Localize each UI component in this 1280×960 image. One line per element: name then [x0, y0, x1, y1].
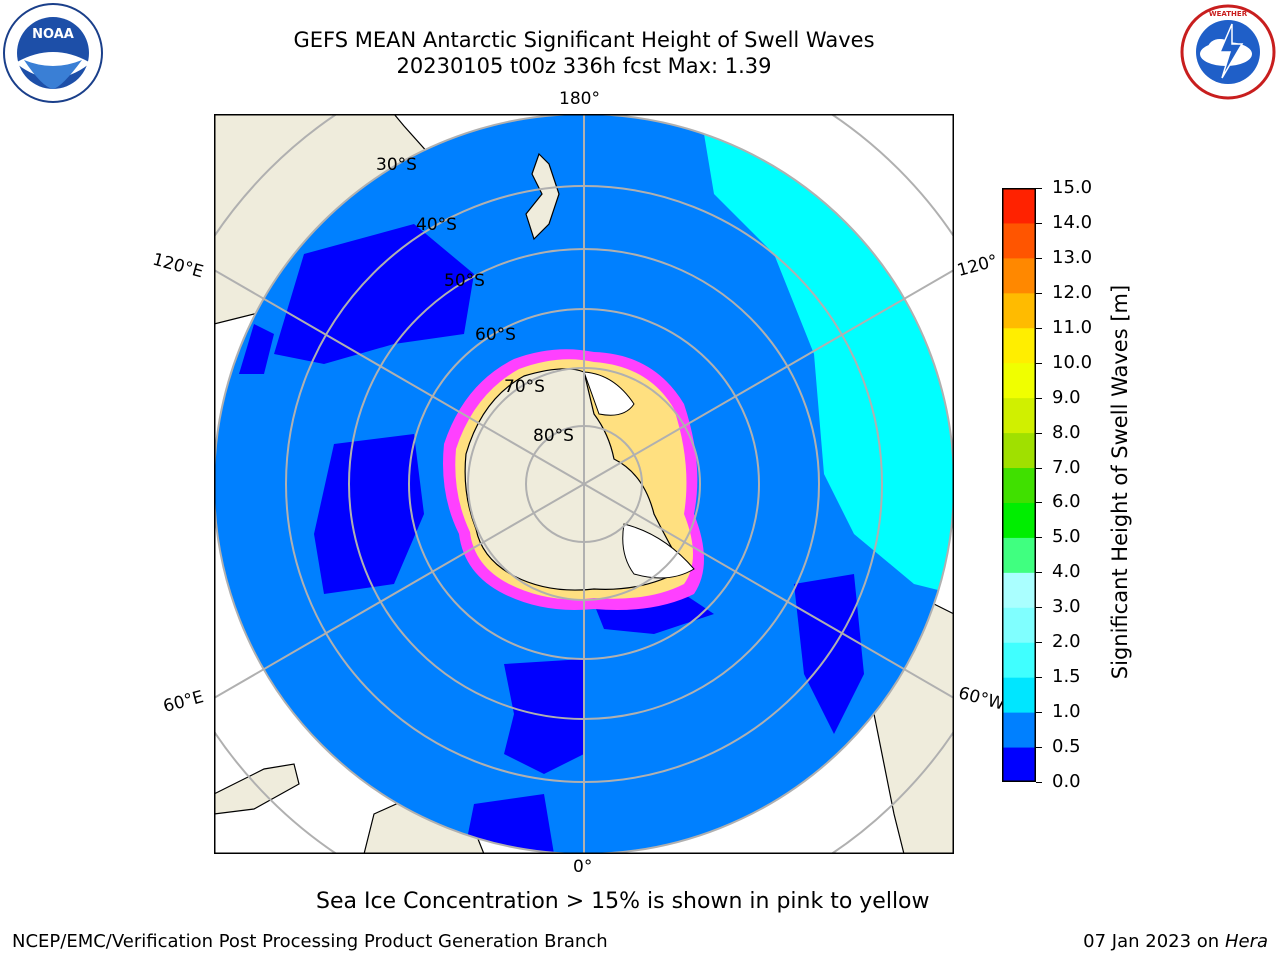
map-subtitle: 20230105 t00z 336h fcst Max: 1.39: [396, 54, 772, 78]
new-zealand-land: [525, 152, 560, 241]
colorbar-tick-mark: [1036, 257, 1042, 259]
colorbar-tick-label: 10.0: [1052, 351, 1093, 373]
colorbar-band: [1002, 397, 1036, 434]
colorbar-tick-mark: [1036, 502, 1042, 504]
colorbar-tick-label: 0.0: [1052, 771, 1081, 792]
colorbar-tick-mark: [1036, 397, 1042, 399]
colorbar-band: [1002, 747, 1036, 782]
colorbar-tick-mark: [1036, 677, 1042, 679]
colorbar-band: [1002, 292, 1036, 329]
colorbar-tick-mark: [1036, 467, 1042, 469]
lat-label-80: 80°S: [533, 426, 574, 446]
lat-label-50: 50°S: [444, 271, 485, 291]
lon-label-60e: 60°E: [161, 687, 206, 717]
colorbar-tick-mark: [1036, 747, 1042, 749]
lat-label-30: 30°S: [376, 155, 417, 175]
colorbar-tick-mark: [1036, 782, 1042, 783]
colorbar-band: [1002, 712, 1036, 748]
colorbar-tick-mark: [1036, 537, 1042, 539]
colorbar-band: [1002, 222, 1036, 259]
lat-label-70: 70°S: [504, 377, 545, 397]
colorbar-tick-mark: [1036, 432, 1042, 434]
lon-label-60w: 60°W: [956, 683, 1007, 715]
colorbar-tick-mark: [1036, 362, 1042, 364]
colorbar-tick-label: 9.0: [1052, 386, 1081, 408]
ice-shelf-weddell: [622, 523, 695, 579]
colorbar-tick-label: 4.0: [1052, 561, 1081, 583]
colorbar-tick-label: 1.0: [1052, 701, 1081, 723]
colorbar-tick-label: 11.0: [1052, 316, 1093, 338]
lon-label-180: 180°: [559, 89, 600, 109]
colorbar-tick-mark: [1036, 292, 1042, 294]
colorbar-band: [1002, 607, 1036, 643]
colorbar-tick-label: 2.0: [1052, 631, 1081, 653]
colorbar-band: [1002, 537, 1036, 573]
footer-branch: NCEP/EMC/Verification Post Processing Pr…: [12, 931, 608, 952]
lon-label-0: 0°: [573, 857, 593, 877]
colorbar-band: [1002, 572, 1036, 608]
colorbar-tick-label: 6.0: [1052, 491, 1081, 513]
swell-map: 30°S 40°S 50°S 60°S 70°S 80°S: [214, 114, 954, 854]
colorbar-band: [1002, 432, 1036, 469]
map-title: GEFS MEAN Antarctic Significant Height o…: [293, 28, 875, 52]
low-swell-patch-7: [239, 324, 274, 374]
lat-label-40: 40°S: [416, 215, 457, 235]
footer-host: Hera: [1224, 931, 1268, 952]
colorbar-tick-label: 3.0: [1052, 596, 1081, 618]
colorbar-band: [1002, 327, 1036, 364]
colorbar-tick-label: 13.0: [1052, 246, 1093, 268]
colorbar-tick-label: 7.0: [1052, 456, 1081, 478]
svg-text:WEATHER: WEATHER: [1209, 10, 1248, 18]
colorbar-tick-label: 0.5: [1052, 736, 1081, 758]
colorbar-tick-label: 5.0: [1052, 526, 1081, 548]
low-swell-patch: [274, 224, 474, 364]
noaa-logo: NOAA: [3, 3, 103, 103]
colorbar-tick-mark: [1036, 712, 1042, 714]
low-swell-patch-2: [314, 434, 424, 594]
sea-ice-note: Sea Ice Concentration > 15% is shown in …: [316, 889, 930, 914]
colorbar-label: Significant Height of Swell Waves [m]: [1108, 284, 1132, 680]
footer-date-text: 07 Jan 2023 on: [1083, 931, 1220, 952]
colorbar-tick-mark: [1036, 327, 1042, 329]
colorbar-tick-mark: [1036, 642, 1042, 644]
colorbar-band: [1002, 502, 1036, 538]
colorbar-tick-mark: [1036, 222, 1042, 224]
madagascar-land: [214, 763, 300, 815]
lon-label-120e: 120°E: [150, 249, 206, 283]
colorbar-tick-label: 15.0: [1052, 177, 1093, 198]
colorbar-tick-mark: [1036, 607, 1042, 609]
colorbar-tick-mark: [1036, 572, 1042, 574]
lat-label-60: 60°S: [475, 325, 516, 345]
colorbar-band: [1002, 467, 1036, 503]
colorbar-band: [1002, 677, 1036, 713]
low-swell-patch-4: [464, 794, 554, 854]
colorbar-tick-label: 1.5: [1052, 666, 1081, 688]
colorbar-band: [1002, 362, 1036, 399]
colorbar-band: [1002, 188, 1036, 224]
colorbar-tick-mark: [1036, 188, 1042, 189]
colorbar-tick-label: 8.0: [1052, 421, 1081, 443]
colorbar-band: [1002, 257, 1036, 294]
nws-logo: WEATHER: [1180, 4, 1276, 100]
svg-text:NOAA: NOAA: [32, 27, 74, 42]
ice-shelf-ross: [583, 371, 635, 416]
colorbar: [1002, 188, 1036, 782]
colorbar-tick-label: 14.0: [1052, 211, 1093, 233]
footer-date: 07 Jan 2023 on Hera: [1083, 931, 1268, 952]
colorbar-tick-label: 12.0: [1052, 281, 1093, 303]
lon-label-120w: 120°: [955, 251, 1000, 281]
colorbar-band: [1002, 642, 1036, 678]
